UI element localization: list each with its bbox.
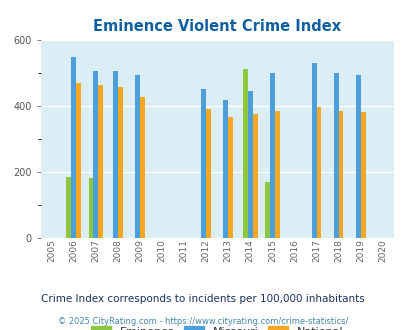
Legend: Eminence, Missouri, National: Eminence, Missouri, National — [91, 326, 342, 330]
Bar — [71, 57, 76, 238]
Title: Eminence Violent Crime Index: Eminence Violent Crime Index — [93, 19, 341, 34]
Text: © 2025 CityRating.com - https://www.cityrating.com/crime-statistics/: © 2025 CityRating.com - https://www.city… — [58, 317, 347, 326]
Bar — [269, 73, 274, 238]
Bar — [338, 111, 343, 238]
Bar — [76, 82, 81, 238]
Bar — [311, 63, 316, 238]
Bar — [88, 178, 93, 238]
Bar — [206, 109, 211, 238]
Bar — [93, 71, 98, 238]
Bar — [247, 91, 252, 238]
Bar — [252, 114, 257, 238]
Bar — [274, 111, 279, 238]
Bar — [117, 87, 122, 238]
Bar — [223, 100, 228, 238]
Bar — [243, 69, 247, 238]
Bar — [228, 117, 232, 238]
Bar — [355, 75, 360, 238]
Bar — [98, 85, 103, 238]
Bar — [140, 97, 145, 238]
Bar — [135, 75, 140, 238]
Text: Crime Index corresponds to incidents per 100,000 inhabitants: Crime Index corresponds to incidents per… — [41, 294, 364, 304]
Bar — [113, 71, 117, 238]
Bar — [316, 107, 321, 238]
Bar — [333, 73, 338, 238]
Bar — [66, 177, 71, 238]
Bar — [201, 89, 206, 238]
Bar — [360, 112, 364, 238]
Bar — [264, 182, 269, 238]
